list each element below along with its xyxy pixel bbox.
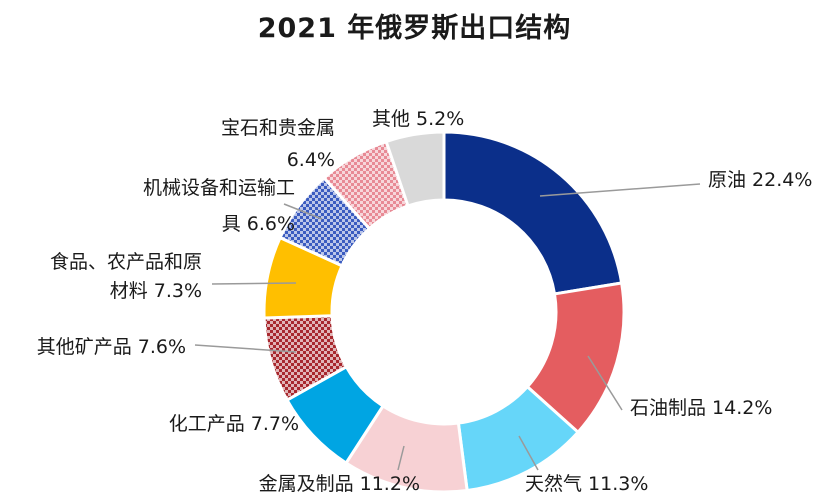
slice-label-8-line-0: 宝石和贵金属 xyxy=(221,117,335,139)
slice-label-5: 其他矿产品 7.6% xyxy=(37,336,186,358)
chart-title: 2021 年俄罗斯出口结构 xyxy=(257,13,572,44)
leader-line-7 xyxy=(283,203,323,220)
slice-label-7-line-0: 机械设备和运输工 xyxy=(143,177,295,199)
leader-line-2 xyxy=(518,435,539,471)
slice-label-6-line-1: 材料 7.3% xyxy=(110,280,202,302)
leader-line-1 xyxy=(587,355,623,411)
slice-label-7-line-1: 具 6.6% xyxy=(222,213,295,235)
slice-label-0: 原油 22.4% xyxy=(708,169,812,191)
slice-label-9: 其他 5.2% xyxy=(372,108,464,130)
donut-slices xyxy=(262,130,626,494)
leader-line-3 xyxy=(397,445,405,471)
leader-lines xyxy=(194,183,701,471)
slice-label-6-line-0: 食品、农产品和原 xyxy=(50,251,202,273)
slice-label-1: 石油制品 14.2% xyxy=(630,397,772,419)
slice-labels: 原油 22.4% 石油制品 14.2% 天然气 11.3% 金属及制品 11.2% 化工… xyxy=(37,108,813,495)
slice-9 xyxy=(384,130,446,208)
leader-line-0 xyxy=(539,183,701,197)
leader-line-6 xyxy=(211,282,297,285)
slice-label-3: 金属及制品 11.2% xyxy=(259,473,420,495)
leader-line-5 xyxy=(194,344,297,353)
slice-label-4: 化工产品 7.7% xyxy=(169,413,299,435)
slice-label-8-line-1: 6.4% xyxy=(287,149,335,171)
slice-0 xyxy=(442,130,624,296)
slice-label-2: 天然气 11.3% xyxy=(525,473,648,495)
